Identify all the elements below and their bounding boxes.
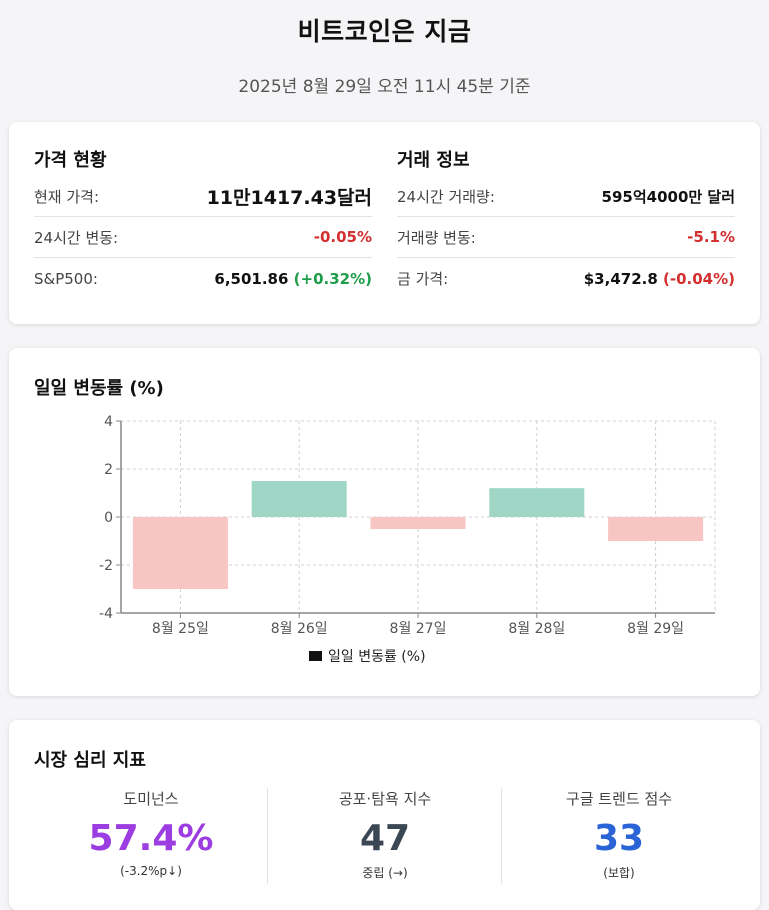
price-card: 가격 현황 현재 가격: 11만1417.43달러 24시간 변동: -0.05… [9, 122, 760, 324]
volume-change-row: 거래량 변동: -5.1% [397, 217, 735, 258]
x-tick-label: 8월 26일 [271, 621, 328, 637]
current-price-row: 현재 가격: 11만1417.43달러 [34, 176, 372, 217]
sp500-label: S&P500: [34, 269, 98, 288]
gold-value-group: $3,472.8 (-0.04%) [584, 270, 735, 288]
gold-price-label: 금 가격: [397, 270, 449, 288]
sp500-change: (+0.32%) [293, 269, 372, 288]
sentiment-title: 시장 심리 지표 [34, 750, 146, 771]
sentiment-divider [267, 788, 268, 884]
fear-greed-indicator: 공포·탐욕 지수 47 중립 (→) [268, 788, 502, 884]
google-trend-note: (보합) [603, 866, 635, 881]
bar [608, 517, 704, 541]
y-tick-label: 0 [104, 510, 113, 526]
volume-24h-value: 595억4000만 달러 [601, 187, 735, 206]
legend-swatch [309, 651, 322, 661]
current-price-value: 11만1417.43달러 [206, 186, 372, 209]
dominance-indicator: 도미넌스 57.4% (-3.2%p↓) [34, 788, 268, 884]
gold-price-change: (-0.04%) [663, 269, 735, 288]
sentiment-divider [501, 788, 502, 884]
sentiment-card: 시장 심리 지표 도미넌스 57.4% (-3.2%p↓) 공포·탐욕 지수 4… [9, 720, 760, 910]
volume-change-label: 거래량 변동: [397, 228, 476, 247]
page-subtitle: 2025년 8월 29일 오전 11시 45분 기준 [238, 77, 531, 97]
volume-24h-label: 24시간 거래량: [397, 187, 495, 206]
y-tick-label: -2 [99, 558, 113, 574]
bar [370, 517, 466, 529]
sp500-row: S&P500: 6,501.86 (+0.32%) [34, 258, 372, 299]
price-status-title: 가격 현황 [34, 150, 107, 171]
change-24h-value: -0.05% [313, 228, 372, 246]
chart-card: 일일 변동률 (%) 4 2 0 -2 -4 8월 25일 8월 26일 8월 27일 8월 2… [9, 348, 760, 696]
fear-greed-value: 47 [359, 818, 411, 859]
page-title: 비트코인은 지금 [297, 17, 472, 46]
x-tick-label: 8월 25일 [152, 621, 209, 637]
sp500-value-group: 6,501.86 (+0.32%) [214, 270, 372, 288]
daily-change-chart: 4 2 0 -2 -4 8월 25일 8월 26일 8월 27일 8월 28일 8월 29일일일 … [99, 414, 716, 665]
change-24h-label: 24시간 변동: [34, 228, 119, 247]
legend-label: 일일 변동률 (%) [328, 649, 426, 665]
y-tick-label: 2 [104, 462, 113, 478]
x-tick-label: 8월 28일 [508, 621, 565, 637]
volume-change-value: -5.1% [687, 228, 735, 246]
fear-greed-note: 중립 (→) [362, 866, 408, 881]
fear-greed-label: 공포·탐욕 지수 [338, 790, 432, 808]
bar [489, 488, 585, 517]
change-24h-row: 24시간 변동: -0.05% [34, 217, 372, 258]
bar [132, 517, 228, 589]
x-tick-label: 8월 27일 [390, 621, 447, 637]
trade-info-title: 거래 정보 [397, 150, 470, 171]
trade-info-section: 거래 정보 24시간 거래량: 595억4000만 달러 거래량 변동: -5.… [397, 146, 735, 299]
google-trend-value: 33 [593, 818, 645, 859]
y-tick-label: 4 [104, 414, 113, 430]
dominance-value: 57.4% [88, 818, 214, 859]
sp500-value: 6,501.86 [214, 269, 289, 288]
bar [251, 481, 347, 517]
price-status-section: 가격 현황 현재 가격: 11만1417.43달러 24시간 변동: -0.05… [34, 146, 372, 299]
google-trend-indicator: 구글 트렌드 점수 33 (보합) [502, 788, 736, 884]
google-trend-label: 구글 트렌드 점수 [565, 790, 673, 808]
dominance-label: 도미넌스 [123, 790, 179, 808]
volume-24h-row: 24시간 거래량: 595억4000만 달러 [397, 176, 735, 217]
x-tick-label: 8월 29일 [627, 621, 684, 637]
y-tick-label: -4 [99, 606, 113, 622]
gold-price-row: 금 가격: $3,472.8 (-0.04%) [397, 258, 735, 299]
current-price-label: 현재 가격: [34, 187, 100, 206]
gold-price-value: $3,472.8 [583, 269, 658, 288]
chart-title: 일일 변동률 (%) [34, 378, 164, 399]
dominance-note: (-3.2%p↓) [120, 864, 182, 879]
